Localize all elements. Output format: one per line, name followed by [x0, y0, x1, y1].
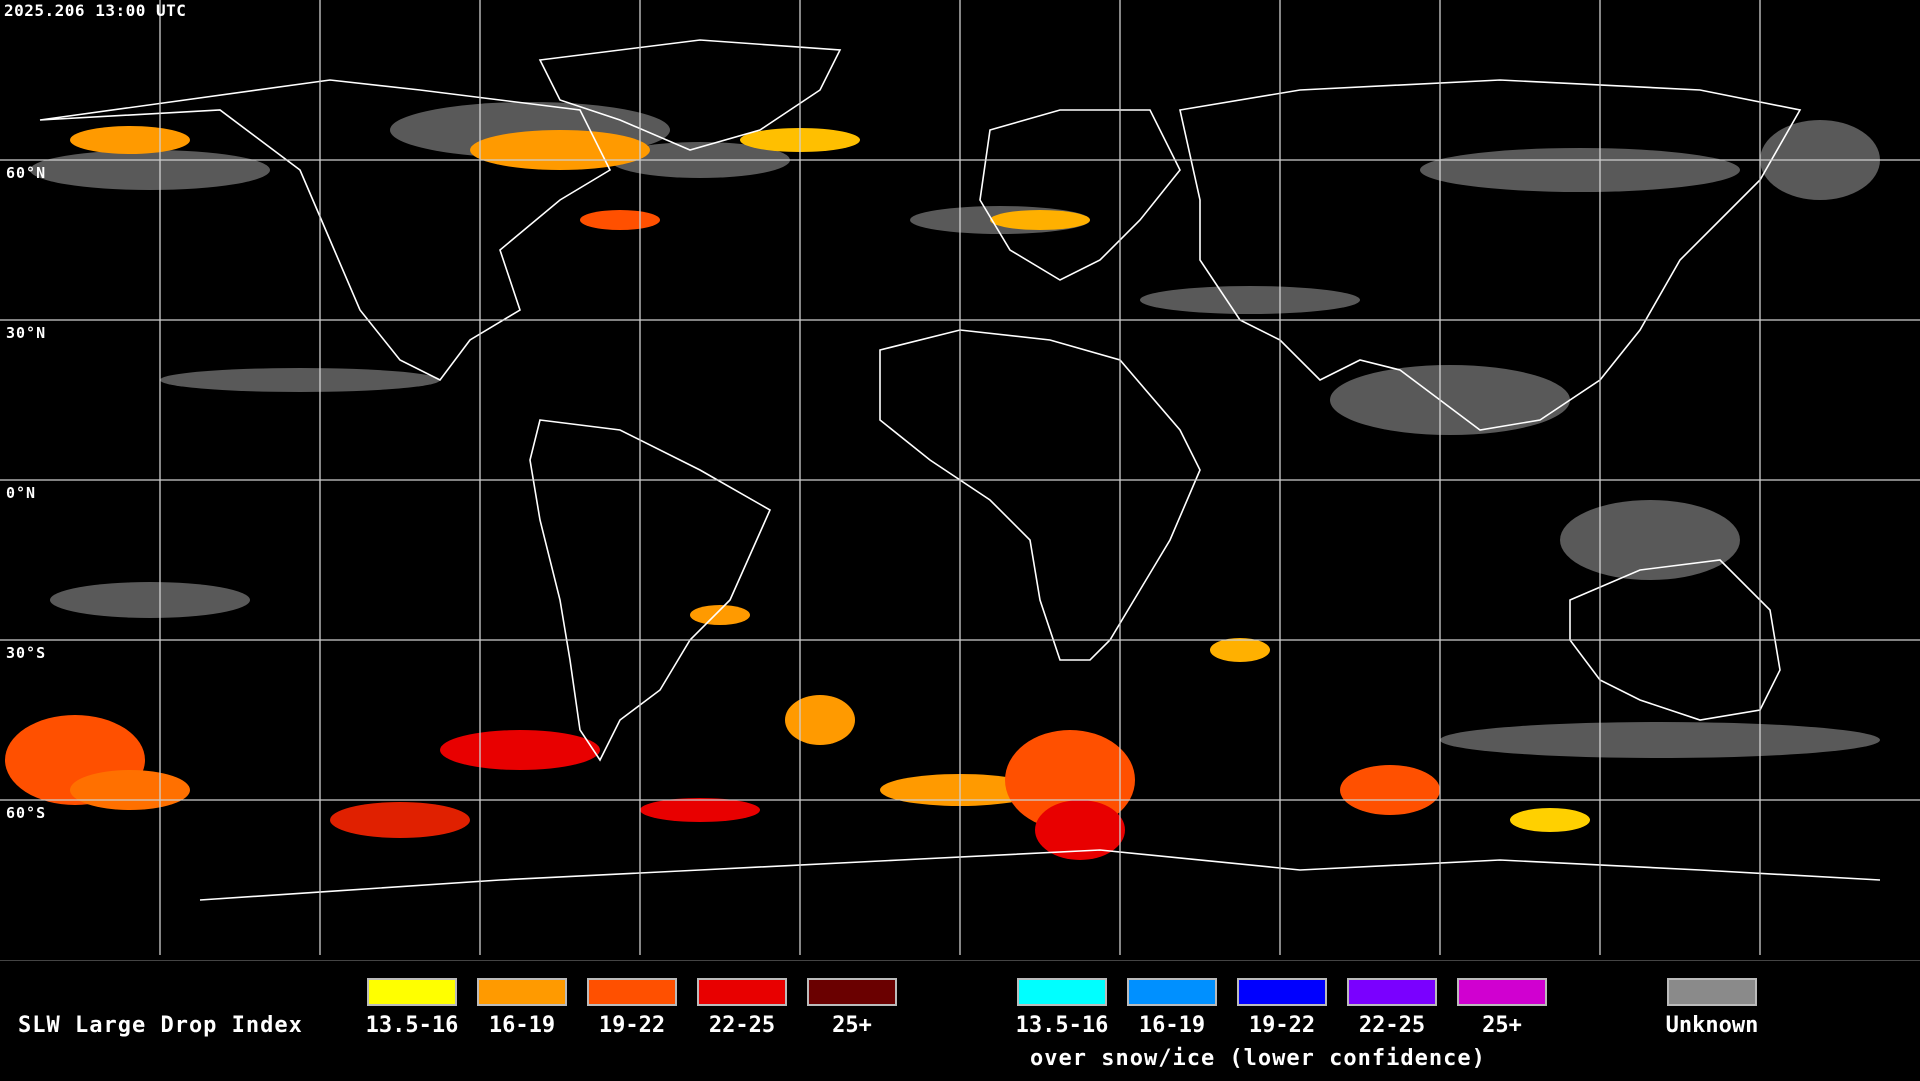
legend-swatch-warm-3	[587, 978, 677, 1006]
unknown-cloud-field	[30, 102, 1880, 758]
legend-label-unknown: Unknown	[1665, 1013, 1759, 1038]
legend-swatch-warm-2	[477, 978, 567, 1006]
legend-label-snow-2: 16-19	[1138, 1013, 1206, 1038]
lat-label-30s: 30°S	[6, 644, 47, 662]
snow-ice-note: over snow/ice (lower confidence)	[1030, 1046, 1486, 1071]
legend-swatch-snow-1	[1017, 978, 1107, 1006]
lat-label-0n: 0°N	[6, 484, 37, 502]
legend-swatch-snow-5	[1457, 978, 1547, 1006]
legend-label-warm-3: 19-22	[598, 1013, 666, 1038]
legend-swatch-warm-1	[367, 978, 457, 1006]
slw-large-drop-regions	[5, 126, 1590, 860]
legend-swatch-unknown	[1667, 978, 1757, 1006]
color-legend: SLW Large Drop Index 13.5-16 16-19 19-22…	[0, 960, 1920, 1081]
legend-swatch-warm-5	[807, 978, 897, 1006]
map-canvas	[0, 0, 1920, 955]
legend-label-snow-4: 22-25	[1358, 1013, 1426, 1038]
legend-label-snow-5: 25+	[1482, 1013, 1522, 1038]
legend-label-warm-1: 13.5-16	[365, 1013, 459, 1038]
legend-swatch-snow-4	[1347, 978, 1437, 1006]
timestamp-label: 2025.206 13:00 UTC	[4, 1, 187, 20]
legend-label-warm-2: 16-19	[488, 1013, 556, 1038]
legend-label-warm-4: 22-25	[708, 1013, 776, 1038]
legend-swatch-warm-4	[697, 978, 787, 1006]
satellite-map: 2025.206 13:00 UTC 60°N 30°N 0°N 30°S 60…	[0, 0, 1920, 955]
lat-label-30n: 30°N	[6, 324, 47, 342]
legend-swatch-snow-2	[1127, 978, 1217, 1006]
lat-label-60n: 60°N	[6, 164, 47, 182]
legend-label-snow-3: 19-22	[1248, 1013, 1316, 1038]
legend-title: SLW Large Drop Index	[18, 1013, 303, 1038]
lat-label-60s: 60°S	[6, 804, 47, 822]
legend-label-snow-1: 13.5-16	[1015, 1013, 1109, 1038]
lat-lon-grid	[0, 0, 1920, 955]
legend-label-warm-5: 25+	[832, 1013, 872, 1038]
legend-swatch-snow-3	[1237, 978, 1327, 1006]
